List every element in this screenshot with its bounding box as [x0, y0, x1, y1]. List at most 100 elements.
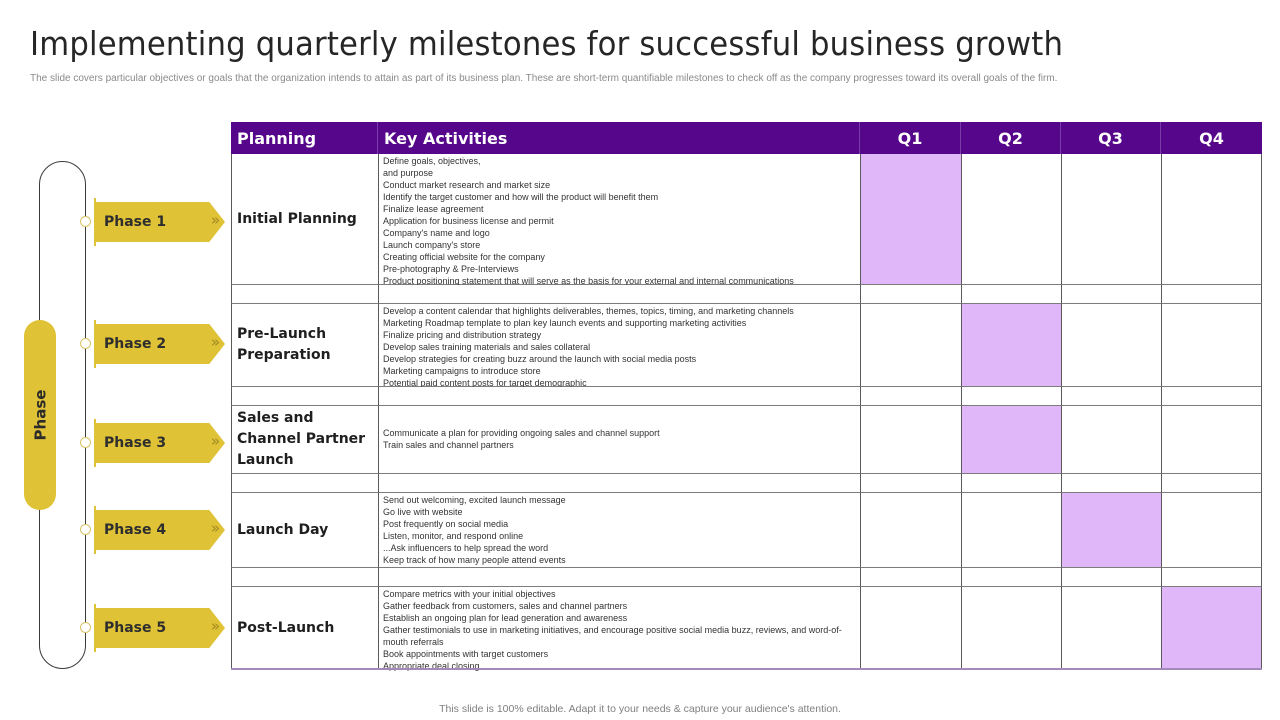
spacer-cell — [1061, 285, 1161, 304]
activity-item: Communicate a plan for providing ongoing… — [383, 428, 660, 438]
spacer-cell — [1061, 568, 1161, 587]
planning-cell: Launch Day — [231, 493, 378, 568]
q3-cell — [1061, 587, 1161, 670]
spacer-cell — [961, 387, 1061, 406]
q1-cell-highlighted — [860, 154, 961, 285]
activity-item: Develop strategies for creating buzz aro… — [383, 354, 697, 364]
activity-item: Finalize lease agreement — [383, 204, 484, 214]
spacer-cell — [378, 285, 860, 304]
planning-cell: Pre-Launch Preparation — [231, 304, 378, 387]
timeline-dot-4 — [80, 524, 91, 535]
q1-cell — [860, 493, 961, 568]
timeline-dot-1 — [80, 216, 91, 227]
phase-tag-3: Phase 3 » — [94, 423, 225, 463]
phase-tag-2: Phase 2 » — [94, 324, 225, 364]
planning-cell: Post-Launch — [231, 587, 378, 670]
planning-cell: Sales and Channel Partner Launch — [231, 406, 378, 474]
spacer-cell — [1061, 387, 1161, 406]
spacer-cell — [860, 387, 961, 406]
q4-cell — [1161, 154, 1262, 285]
activity-item: Develop sales training materials and sal… — [383, 342, 591, 352]
activity-item: Develop a content calendar that highligh… — [383, 306, 794, 316]
activity-item: Establish an ongoing plan for lead gener… — [383, 613, 628, 623]
spacer-cell — [1161, 285, 1262, 304]
activity-item: Creating official website for the compan… — [383, 252, 545, 262]
tag-edge — [94, 419, 96, 467]
activity-item: Keep track of how many people attend eve… — [383, 555, 566, 565]
activities-cell: Send out welcoming, excited launch messa… — [378, 493, 860, 568]
spacer-cell — [1161, 387, 1262, 406]
q2-cell — [961, 493, 1061, 568]
page-title: Implementing quarterly milestones for su… — [30, 24, 1064, 63]
header-q4: Q4 — [1161, 122, 1262, 154]
header-q2: Q2 — [961, 122, 1061, 154]
tag-edge — [94, 604, 96, 652]
activity-item: Product positioning statement that will … — [383, 276, 794, 286]
q2-cell-highlighted — [961, 304, 1061, 387]
q2-cell-highlighted — [961, 406, 1061, 474]
phase-tag-label: Phase 2 — [104, 336, 167, 352]
spacer-cell — [378, 568, 860, 587]
spacer-cell — [961, 568, 1061, 587]
spacer-cell — [860, 568, 961, 587]
spacer-cell — [961, 285, 1061, 304]
phase-tag-label: Phase 5 — [104, 620, 167, 636]
tag-edge — [94, 506, 96, 554]
timeline-dot-2 — [80, 338, 91, 349]
phase-tag-label: Phase 3 — [104, 435, 167, 451]
activity-item: Send out welcoming, excited launch messa… — [383, 495, 566, 505]
activity-item: Pre-photography & Pre-Interviews — [383, 264, 519, 274]
spacer-cell — [378, 387, 860, 406]
spacer-cell — [860, 474, 961, 493]
timeline-dot-3 — [80, 437, 91, 448]
spacer-cell — [961, 474, 1061, 493]
activity-item: ...Ask influencers to help spread the wo… — [383, 543, 549, 553]
activity-item: Gather testimonials to use in marketing … — [383, 625, 842, 647]
activity-item: Launch company's store — [383, 240, 481, 250]
phase-tag-label: Phase 1 — [104, 214, 167, 230]
activity-item: Finalize pricing and distribution strate… — [383, 330, 542, 340]
q2-cell — [961, 587, 1061, 670]
milestones-table: Planning Key Activities Q1 Q2 Q3 Q4 Init… — [231, 122, 1262, 671]
q2-cell — [961, 154, 1061, 285]
q3-cell — [1061, 406, 1161, 474]
header-q1: Q1 — [860, 122, 961, 154]
phase-label-pill: Phase — [24, 320, 56, 510]
q3-cell — [1061, 154, 1161, 285]
spacer-cell — [231, 568, 378, 587]
page-subtitle: The slide covers particular objectives o… — [30, 73, 1058, 84]
activity-item: Compare metrics with your initial object… — [383, 589, 556, 599]
activities-cell: Compare metrics with your initial object… — [378, 587, 860, 671]
activity-item: Post frequently on social media — [383, 519, 509, 529]
activity-item: Conduct market research and market size — [383, 180, 551, 190]
activity-item: Define goals, objectives, — [383, 156, 481, 166]
spacer-cell — [1161, 568, 1262, 587]
spacer-cell — [231, 285, 378, 304]
q4-cell — [1161, 406, 1262, 474]
activity-item: Appropriate deal closing — [383, 661, 480, 671]
activities-cell: Define goals, objectives, and purpose Co… — [378, 154, 860, 286]
q1-cell — [860, 406, 961, 474]
activity-item: Potential paid content posts for target … — [383, 378, 587, 388]
activity-item: Gather feedback from customers, sales an… — [383, 601, 628, 611]
activity-item: Identify the target customer and how wil… — [383, 192, 659, 202]
tag-edge — [94, 198, 96, 246]
double-chevron-right-icon: » — [210, 333, 220, 351]
activity-item: Listen, monitor, and respond online — [383, 531, 524, 541]
planning-cell: Initial Planning — [231, 154, 378, 285]
q3-cell — [1061, 304, 1161, 387]
header-q3: Q3 — [1061, 122, 1161, 154]
q1-cell — [860, 587, 961, 670]
timeline-dot-5 — [80, 622, 91, 633]
spacer-cell — [1061, 474, 1161, 493]
activity-item: Go live with website — [383, 507, 463, 517]
header-key-activities: Key Activities — [378, 122, 860, 154]
q4-cell — [1161, 304, 1262, 387]
double-chevron-right-icon: » — [210, 432, 220, 450]
q4-cell — [1161, 493, 1262, 568]
activity-item: Book appointments with target customers — [383, 649, 549, 659]
q4-cell-highlighted — [1161, 587, 1262, 670]
activity-item: Company's name and logo — [383, 228, 490, 238]
activity-item: Train sales and channel partners — [383, 440, 514, 450]
phase-tag-label: Phase 4 — [104, 522, 167, 538]
